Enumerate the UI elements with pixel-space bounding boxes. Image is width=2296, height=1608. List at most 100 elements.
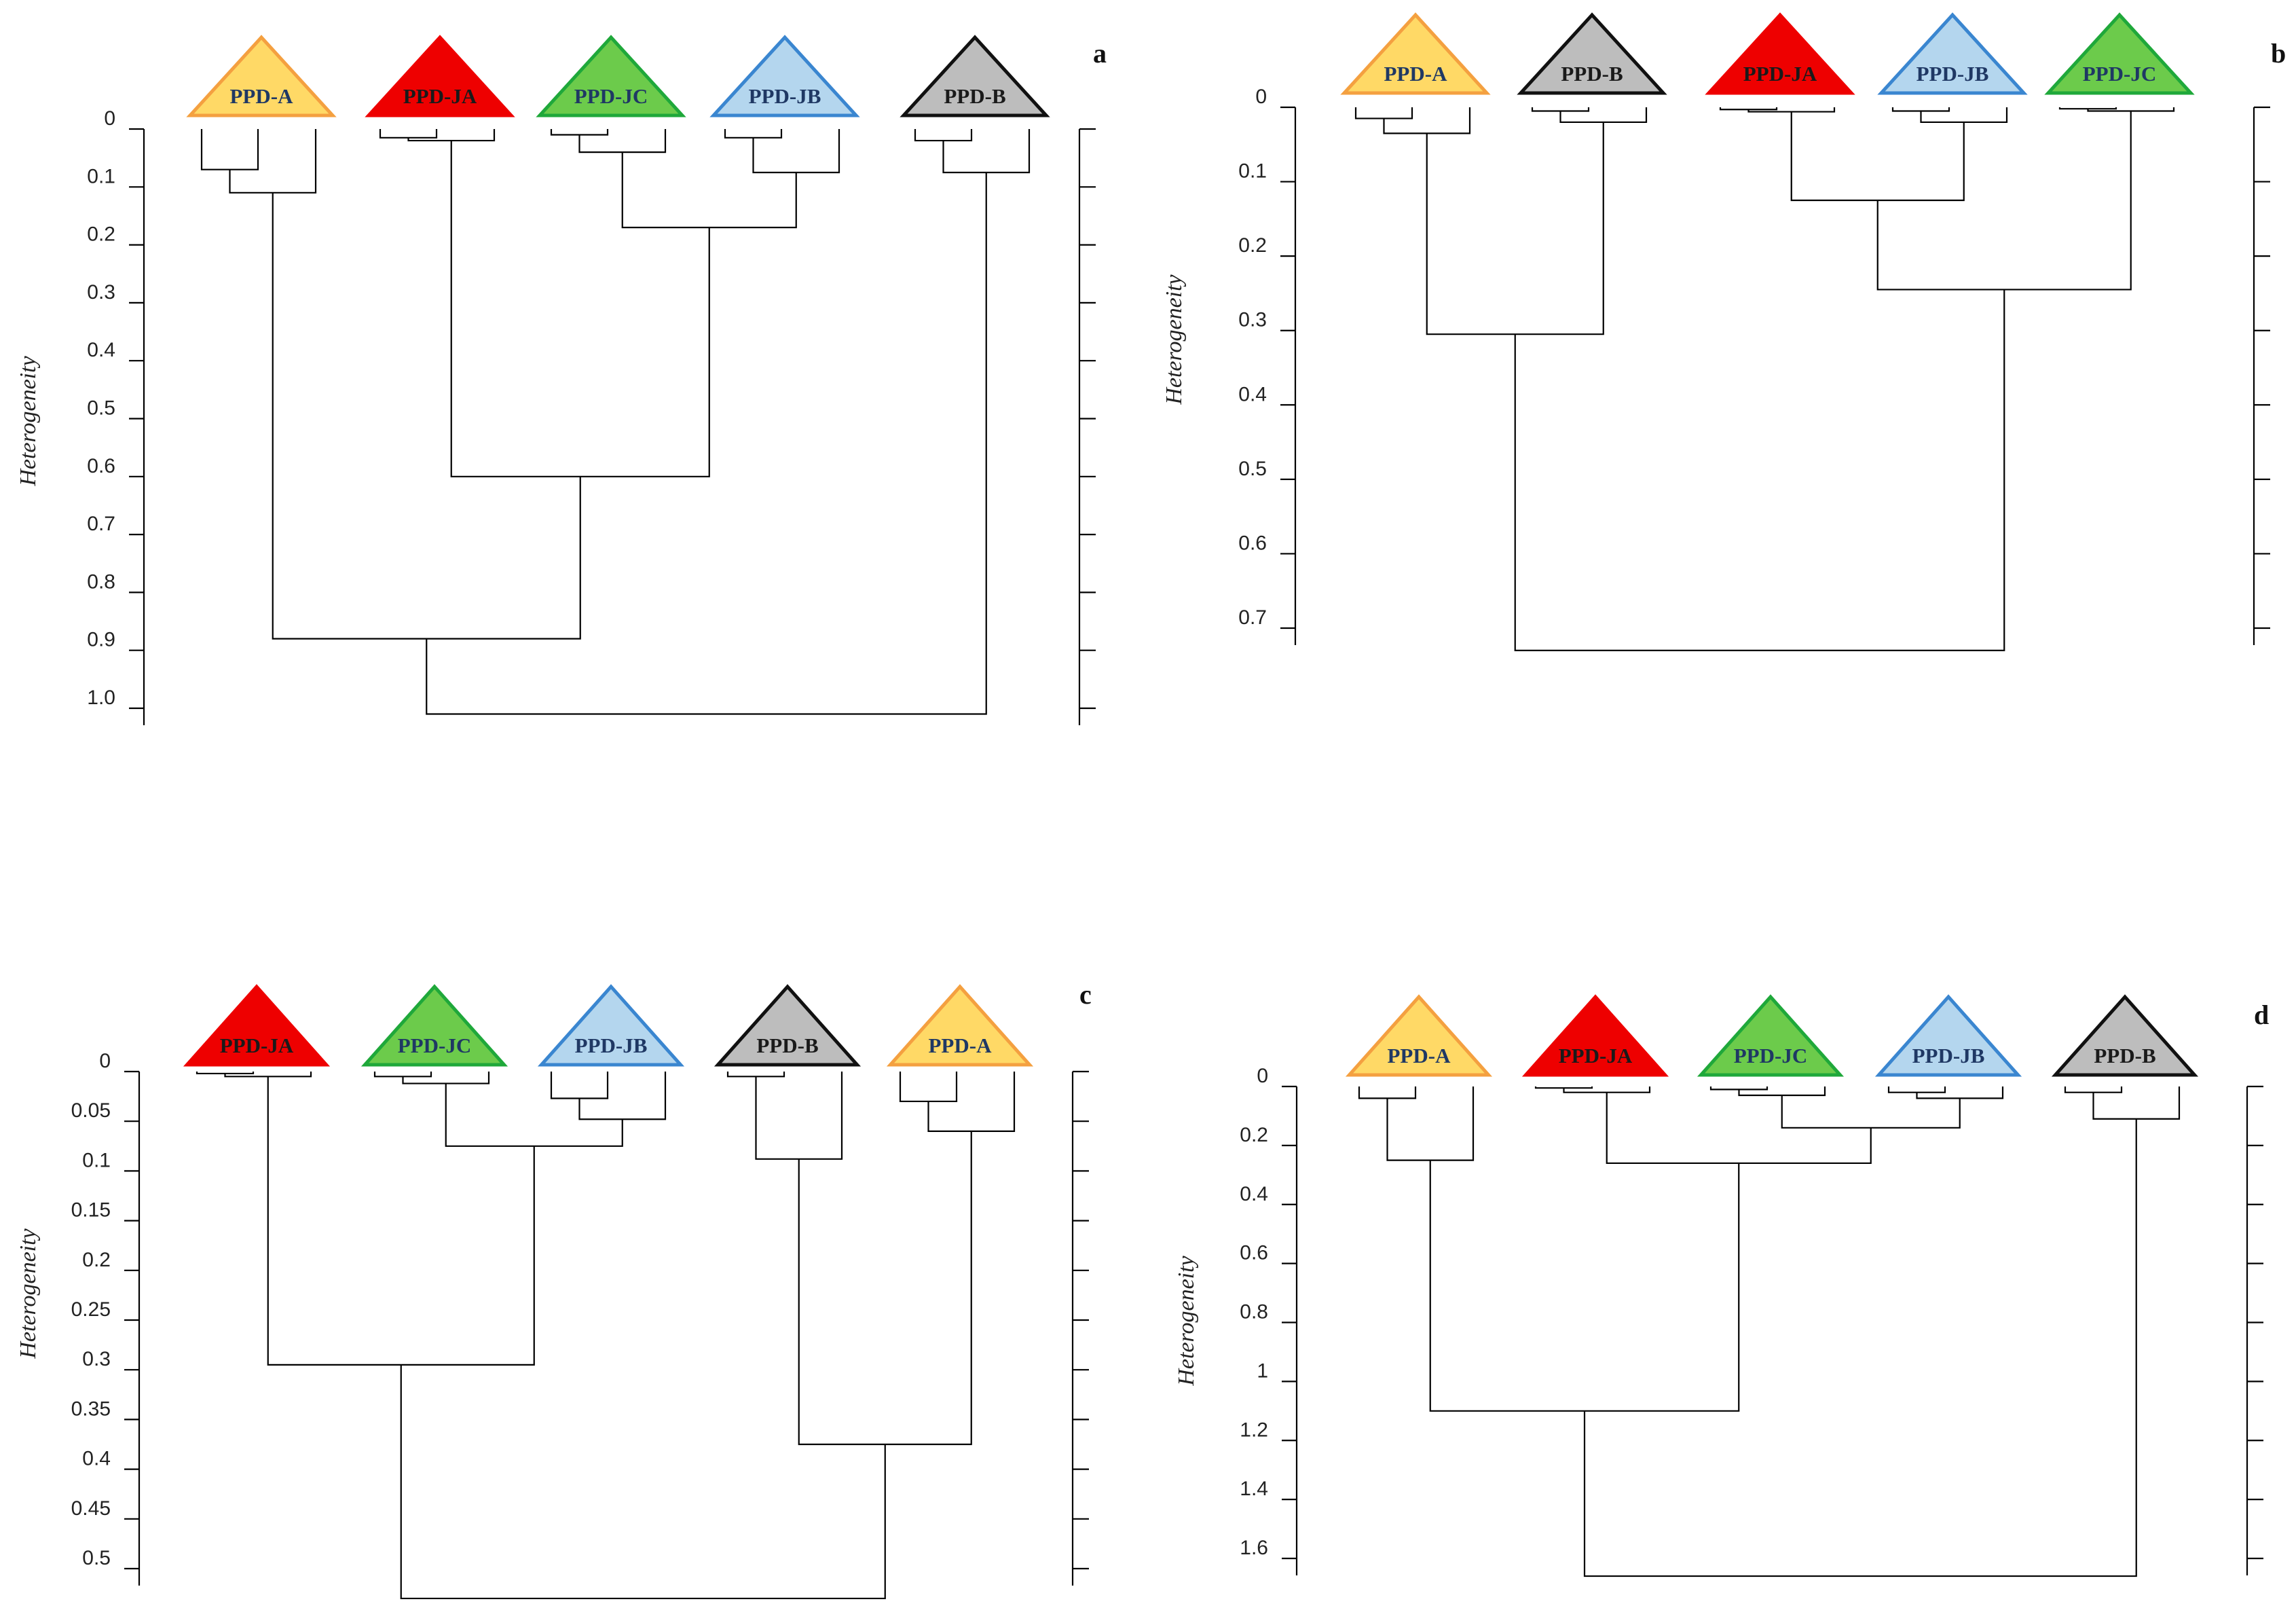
subcluster-bracket: [1719, 107, 1778, 111]
subcluster-bracket: [1534, 1086, 1593, 1089]
subcluster-bracket: [1559, 107, 1648, 124]
cluster-label: PPD-JC: [398, 1034, 471, 1057]
y-tick-label: 0.9: [87, 629, 115, 651]
subcluster-bracket: [755, 1072, 843, 1160]
dendrogram-merge: [445, 1083, 623, 1147]
y-tick-label: 0.4: [1238, 383, 1267, 405]
subcluster-bracket: [914, 129, 973, 142]
y-tick-label: 0: [1257, 1065, 1268, 1087]
dendrogram-merge: [1426, 122, 1604, 335]
panel-letter: c: [1079, 979, 1092, 1010]
dendrogram-merge: [450, 141, 710, 477]
y-tick-label: 0.5: [82, 1547, 111, 1569]
y-tick-label: 0.7: [1238, 606, 1267, 629]
y-tick-label: 0.4: [82, 1448, 111, 1470]
cluster-label: PPD-A: [1384, 62, 1448, 86]
panel-a: a 0 0.1 0.2 0.3 0.4 0.5 0.6 0.7 0.8 0.9 1.0 Heteroge…: [16, 35, 1107, 725]
subcluster-bracket: [726, 1072, 785, 1078]
cluster-triangle: [1340, 12, 1491, 95]
y-tick-label: 0.6: [87, 455, 115, 477]
subcluster-bracket: [2064, 1086, 2123, 1093]
cluster-triangle: [709, 35, 860, 117]
cluster-label: PPD-JB: [575, 1034, 648, 1057]
cluster-label: PPD-JC: [2083, 62, 2156, 86]
subcluster-bracket: [200, 129, 259, 170]
cluster-triangle: [714, 984, 862, 1067]
y-tick-label: 0.8: [87, 570, 115, 593]
cluster-label: PPD-JB: [1912, 1044, 1985, 1067]
cluster-triangle: [183, 984, 331, 1067]
y-tick-label: 0.3: [1238, 309, 1267, 331]
cluster-label: PPD-JC: [1734, 1044, 1807, 1067]
cluster-label: PPD-JB: [749, 84, 821, 108]
y-tick-label: 0.4: [87, 339, 115, 361]
cluster-label: PPD-A: [1388, 1044, 1451, 1067]
panel-c: c 0 0.05 0.1 0.15 0.2 0.25 0.3 0.35 0.4 0.45 0.5 Het…: [16, 979, 1092, 1600]
y-tick-label: 0.35: [71, 1397, 111, 1420]
y-tick-label: 0.5: [87, 397, 115, 420]
subcluster-bracket: [2092, 1086, 2181, 1120]
cluster-triangle: [886, 984, 1034, 1067]
y-axis-title: Heterogeneity: [16, 1228, 41, 1359]
subcluster-bracket: [942, 129, 1031, 174]
cluster-triangle: [1705, 12, 1855, 95]
y-tick-label: 0.7: [87, 513, 115, 535]
subcluster-bracket: [550, 129, 609, 136]
cluster-triangle: [1877, 12, 2028, 95]
cluster-triangle: [1517, 12, 1667, 95]
subcluster-bracket: [578, 1072, 667, 1120]
subcluster-bracket: [1891, 107, 1950, 112]
y-tick-label: 0.15: [71, 1199, 111, 1222]
subcluster-bracket: [1920, 107, 2008, 124]
y-tick-label: 0.1: [82, 1149, 111, 1171]
cluster-label: PPD-JA: [1743, 62, 1817, 86]
subcluster-bracket: [1383, 107, 1471, 134]
cluster-label: PPD-JA: [1559, 1044, 1633, 1067]
subcluster-bracket: [196, 1072, 255, 1075]
y-tick-label: 0.6: [1238, 532, 1267, 554]
y-tick-label: 1.2: [1240, 1419, 1268, 1441]
y-tick-label: 0.05: [71, 1099, 111, 1122]
y-tick-label: 0.1: [1238, 160, 1267, 183]
y-tick-label: 1.6: [1240, 1537, 1268, 1559]
cluster-triangle: [2044, 12, 2195, 95]
cluster-triangle: [537, 984, 685, 1067]
cluster-triangle: [2051, 994, 2199, 1077]
dendrogram-merge: [1781, 1095, 1961, 1129]
cluster-triangle: [1697, 994, 1845, 1077]
cluster-label: PPD-A: [230, 84, 294, 108]
y-axis-title: Heterogeneity: [1162, 274, 1187, 405]
y-tick-label: 1: [1257, 1359, 1268, 1382]
y-tick-label: 0.8: [1240, 1301, 1268, 1323]
dendrogram-merge: [426, 172, 987, 715]
cluster-triangle: [365, 35, 515, 117]
y-tick-label: 0.2: [1238, 234, 1267, 257]
cluster-label: PPD-B: [1561, 62, 1623, 86]
cluster-label: PPD-JC: [574, 84, 648, 108]
cluster-triangle: [536, 35, 686, 117]
y-tick-label: 0.3: [82, 1348, 111, 1370]
cluster-triangle: [1521, 994, 1669, 1077]
y-tick-label: 0.1: [87, 165, 115, 187]
y-tick-label: 0.2: [87, 223, 115, 246]
cluster-triangle: [360, 984, 508, 1067]
subcluster-bracket: [1738, 1086, 1826, 1097]
y-tick-label: 0.2: [82, 1249, 111, 1271]
subcluster-bracket: [2058, 107, 2117, 110]
dendrogram-merge: [1514, 289, 2005, 651]
y-axis-title: Heterogeneity: [16, 355, 41, 486]
y-tick-label: 0.5: [1238, 458, 1267, 480]
cluster-label: PPD-JA: [220, 1034, 294, 1057]
subcluster-bracket: [724, 129, 783, 139]
y-tick-label: 1.0: [87, 687, 115, 709]
y-tick-label: 0.45: [71, 1497, 111, 1520]
cluster-triangle: [1874, 994, 2022, 1077]
cluster-label: PPD-JB: [1917, 62, 1989, 86]
cluster-triangle: [900, 35, 1050, 117]
y-tick-label: 0.4: [1240, 1183, 1268, 1205]
panel-b: b 0 0.1 0.2 0.3 0.4 0.5 0.6 0.7 Heterogeneity PPD-…: [1162, 12, 2286, 651]
dendrogram-merge: [400, 1364, 886, 1600]
cluster-label: PPD-JA: [403, 84, 477, 108]
subcluster-bracket: [1887, 1086, 1946, 1093]
